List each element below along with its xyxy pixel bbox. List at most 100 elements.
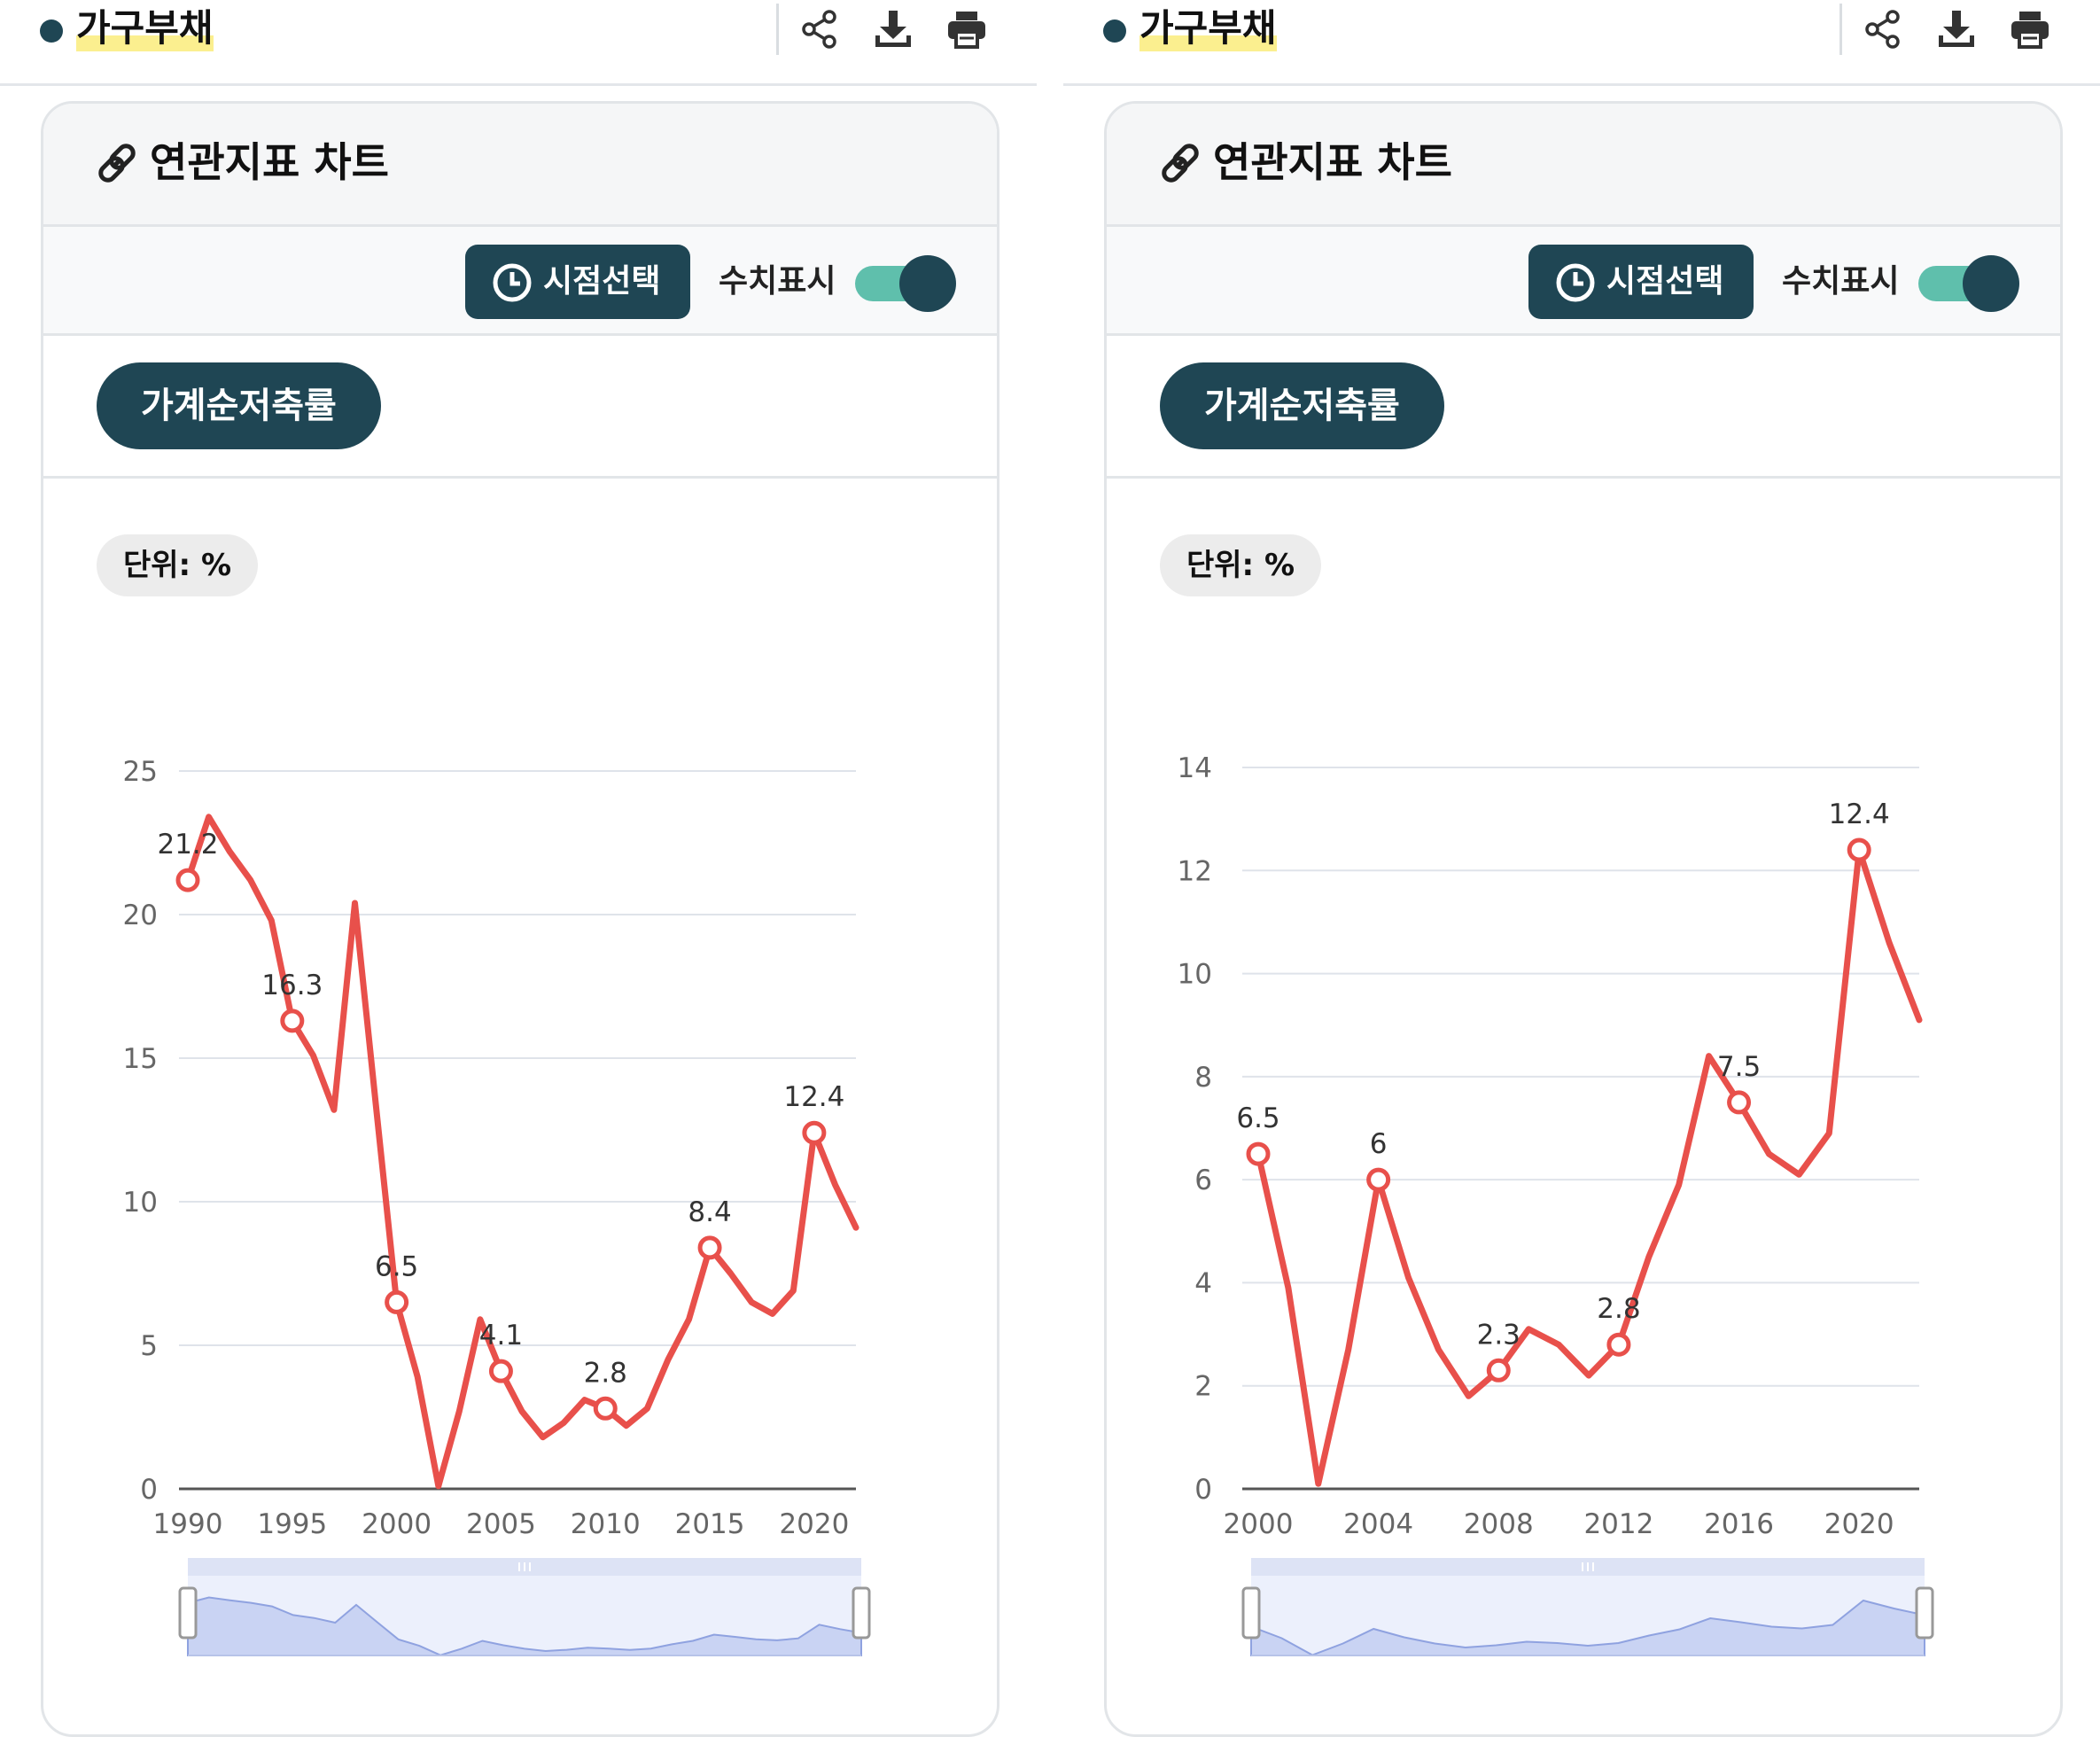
print-icon[interactable] xyxy=(945,7,989,51)
x-tick-label: 2000 xyxy=(1224,1508,1294,1540)
time-select-label: 시점선택 xyxy=(543,263,661,300)
section-header: 가구부채 xyxy=(0,0,1037,86)
data-point xyxy=(280,1009,305,1033)
navigator-handle-right[interactable] xyxy=(852,1586,871,1640)
card-title: 연관지표 차트 xyxy=(1213,138,1452,186)
data-label: 4.1 xyxy=(479,1320,523,1351)
y-tick-label: 2 xyxy=(1194,1371,1212,1403)
section-title-text: 가구부채 xyxy=(1139,6,1277,50)
section-title: 가구부채 xyxy=(1139,4,1277,53)
share-icon[interactable] xyxy=(797,7,842,51)
related-indicator-card: 연관지표 차트 시점선택 수치표시 가계순저축률 단위 xyxy=(41,101,999,1737)
data-point xyxy=(1246,1141,1271,1166)
navigator-handle-right[interactable] xyxy=(1915,1586,1934,1640)
unit-badge: 단위: % xyxy=(1160,534,1322,596)
x-tick-label: 1995 xyxy=(257,1508,327,1540)
data-label: 6.5 xyxy=(1236,1102,1279,1134)
time-select-label: 시점선택 xyxy=(1606,263,1724,300)
y-tick-label: 20 xyxy=(123,900,158,931)
data-label: 8.4 xyxy=(688,1196,731,1228)
y-tick-label: 5 xyxy=(140,1330,158,1362)
y-tick-label: 6 xyxy=(1194,1164,1212,1196)
x-tick-label: 2005 xyxy=(466,1508,536,1540)
data-label: 2.8 xyxy=(1597,1293,1640,1325)
title-highlight xyxy=(76,35,214,51)
data-label: 16.3 xyxy=(261,970,323,1001)
toolbar-divider xyxy=(776,4,779,55)
x-tick-label: 2008 xyxy=(1464,1508,1534,1540)
x-tick-label: 1990 xyxy=(153,1508,223,1540)
data-point xyxy=(802,1120,827,1145)
series-line xyxy=(1255,846,1923,1487)
bullet-dot xyxy=(40,19,63,43)
clock-icon xyxy=(493,263,532,302)
chart-controls: 시점선택 수치표시 xyxy=(1107,227,2060,336)
title-highlight xyxy=(1139,35,1277,51)
section-title: 가구부채 xyxy=(76,4,214,53)
value-display-toggle[interactable] xyxy=(855,255,956,312)
x-tick-label: 2020 xyxy=(1824,1508,1894,1540)
indicator-chip-row: 가계순저축률 xyxy=(1107,336,2060,479)
download-icon[interactable] xyxy=(1934,7,1979,51)
x-tick-label: 2012 xyxy=(1583,1508,1653,1540)
value-display-label: 수치표시 xyxy=(1782,263,1900,300)
navigator-series xyxy=(1250,1599,1925,1656)
x-tick-label: 2010 xyxy=(571,1508,641,1540)
value-display-label: 수치표시 xyxy=(719,263,836,300)
toggle-knob xyxy=(1963,255,2019,312)
data-label: 6 xyxy=(1370,1128,1388,1160)
data-point xyxy=(1486,1358,1511,1383)
y-tick-label: 0 xyxy=(140,1474,158,1506)
data-point xyxy=(697,1235,722,1260)
line-chart: 0 2 4 6 8 10 12 14 2000 2004 2008 2012 2016 2020 6.5 6 2… xyxy=(1178,752,1934,1656)
x-tick-label: 2016 xyxy=(1704,1508,1774,1540)
navigator-series xyxy=(187,1596,862,1656)
indicator-chip-row: 가계순저축률 xyxy=(43,336,997,479)
data-label: 21.2 xyxy=(157,829,218,861)
unit-badge: 단위: % xyxy=(97,534,259,596)
y-tick-label: 8 xyxy=(1194,1062,1212,1094)
value-display-toggle[interactable] xyxy=(1918,255,2019,312)
time-select-button[interactable]: 시점선택 xyxy=(465,245,690,319)
series-line xyxy=(184,814,859,1490)
data-point xyxy=(488,1359,513,1383)
card-header: 연관지표 차트 xyxy=(1107,104,2060,227)
indicator-chip[interactable]: 가계순저축률 xyxy=(1160,362,1444,449)
x-tick-label: 2015 xyxy=(675,1508,745,1540)
time-select-button[interactable]: 시점선택 xyxy=(1528,245,1754,319)
link-icon xyxy=(1162,144,1199,183)
data-label: 12.4 xyxy=(783,1081,844,1113)
x-tick-label: 2000 xyxy=(362,1508,432,1540)
data-point xyxy=(1366,1167,1391,1192)
y-tick-label: 14 xyxy=(1178,752,1212,784)
indicator-chip[interactable]: 가계순저축률 xyxy=(97,362,381,449)
y-tick-label: 25 xyxy=(123,756,158,788)
data-point xyxy=(593,1396,618,1421)
y-tick-label: 10 xyxy=(1178,959,1212,991)
share-icon[interactable] xyxy=(1861,7,1905,51)
y-tick-label: 4 xyxy=(1194,1267,1212,1299)
data-point xyxy=(1727,1090,1752,1115)
print-icon[interactable] xyxy=(2008,7,2052,51)
data-label: 6.5 xyxy=(375,1250,418,1282)
navigator-handle-left[interactable] xyxy=(1241,1586,1261,1640)
link-icon xyxy=(98,144,136,183)
section-title-text: 가구부채 xyxy=(76,6,214,50)
data-label: 2.8 xyxy=(584,1357,627,1389)
data-label: 7.5 xyxy=(1717,1051,1761,1083)
data-point xyxy=(175,868,200,892)
panel-right: 가구부채 xyxy=(1063,0,2100,1737)
download-icon[interactable] xyxy=(871,7,915,51)
data-label: 2.3 xyxy=(1477,1319,1521,1351)
navigator-handle-left[interactable] xyxy=(178,1586,198,1640)
panel-left: 가구부채 xyxy=(0,0,1037,1737)
toolbar-divider xyxy=(1839,4,1842,55)
clock-icon xyxy=(1556,263,1595,302)
section-header: 가구부채 xyxy=(1063,0,2100,86)
toggle-knob xyxy=(899,255,956,312)
y-tick-label: 0 xyxy=(1194,1474,1212,1506)
y-tick-label: 12 xyxy=(1178,855,1212,887)
line-chart: 0 5 10 15 20 25 1990 1995 2000 2005 2010 2015 2020 21… xyxy=(123,756,871,1656)
y-tick-label: 10 xyxy=(123,1187,158,1219)
